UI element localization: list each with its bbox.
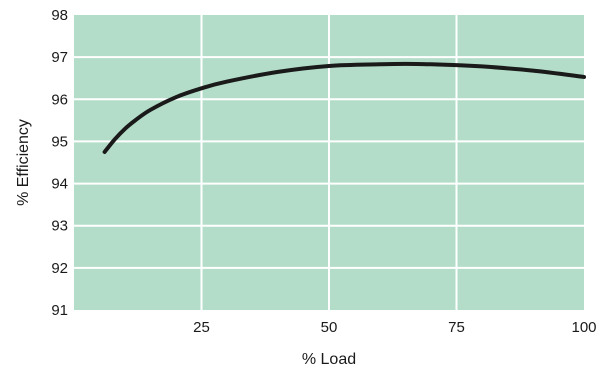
x-tick-label-50: 50 — [321, 319, 338, 336]
y-tick-label-96: 96 — [51, 91, 68, 108]
efficiency-curve — [102, 61, 586, 154]
x-tick-label-75: 75 — [448, 319, 465, 336]
y-tick-labels: 91 92 93 94 95 96 97 98 — [51, 7, 68, 319]
y-tick-label-94: 94 — [51, 176, 68, 193]
y-tick-label-91: 91 — [51, 302, 68, 319]
y-axis-label: % Efficiency — [15, 119, 32, 206]
x-tick-labels: 25 50 75 100 — [193, 319, 596, 336]
x-tick-label-25: 25 — [193, 319, 210, 336]
y-tick-label-92: 92 — [51, 260, 68, 277]
x-axis-label: % Load — [302, 351, 356, 368]
y-tick-label-95: 95 — [51, 133, 68, 150]
x-tick-label-100: 100 — [571, 319, 596, 336]
y-tick-label-98: 98 — [51, 7, 68, 24]
y-tick-label-97: 97 — [51, 49, 68, 66]
y-tick-label-93: 93 — [51, 218, 68, 235]
